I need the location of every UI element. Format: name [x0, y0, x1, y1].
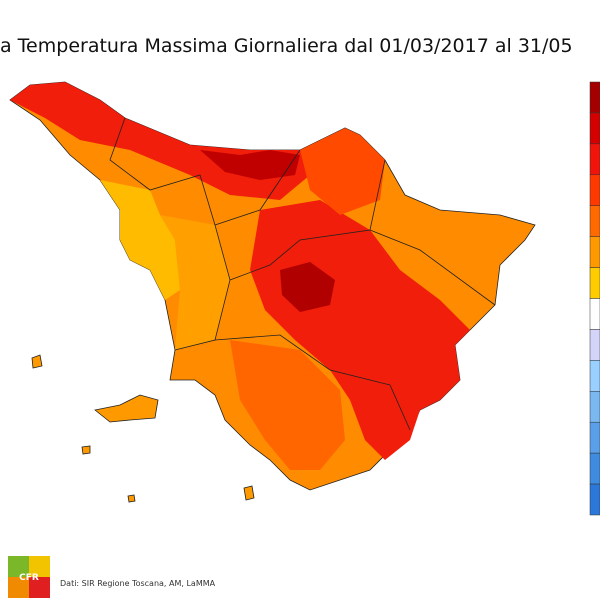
- region-east-hot: [300, 128, 385, 215]
- legend-swatch: [589, 112, 600, 145]
- province-border: [109, 117, 216, 226]
- legend-swatch: [589, 143, 600, 176]
- province-border: [214, 334, 411, 431]
- legend-swatch: [589, 205, 600, 237]
- legend-swatch: [589, 452, 600, 485]
- island-montecristo: [127, 494, 136, 503]
- province-border: [174, 224, 231, 351]
- legend-swatch: [589, 391, 600, 423]
- logo-text: CFR: [19, 573, 39, 583]
- logo-tile: [29, 577, 50, 598]
- legend-swatch: [589, 81, 600, 114]
- province-border: [229, 159, 386, 281]
- legend-swatch: [589, 267, 600, 299]
- legend-colorbar: [589, 81, 600, 516]
- island-capraia: [31, 354, 43, 369]
- legend-swatch: [589, 483, 600, 516]
- legend-swatch: [589, 298, 600, 330]
- source-note: Dati: SIR Regione Toscana, AM, LaMMA: [60, 579, 216, 588]
- legend-swatch: [589, 236, 600, 268]
- logo-tile: [29, 556, 50, 577]
- island-giglio: [243, 485, 255, 501]
- region-mild: [160, 215, 230, 350]
- island-elba: [94, 394, 159, 423]
- region-hottest: [280, 262, 335, 312]
- legend-swatch: [589, 329, 600, 361]
- legend-swatch: [589, 174, 600, 206]
- logo-tile: [8, 556, 29, 577]
- region-cool: [100, 180, 180, 300]
- logo-tile: [8, 577, 29, 598]
- tuscany-map: [9, 81, 536, 503]
- region-south-warm: [230, 340, 345, 470]
- province-border: [214, 149, 301, 226]
- region-hottest-north: [200, 150, 300, 180]
- map-title: a Temperatura Massima Giornaliera dal 01…: [0, 35, 573, 57]
- island-pianosa: [81, 445, 91, 455]
- legend-swatch: [589, 421, 600, 454]
- province-border: [369, 229, 496, 306]
- cfr-logo: CFR: [8, 556, 50, 598]
- legend-swatch: [589, 360, 600, 392]
